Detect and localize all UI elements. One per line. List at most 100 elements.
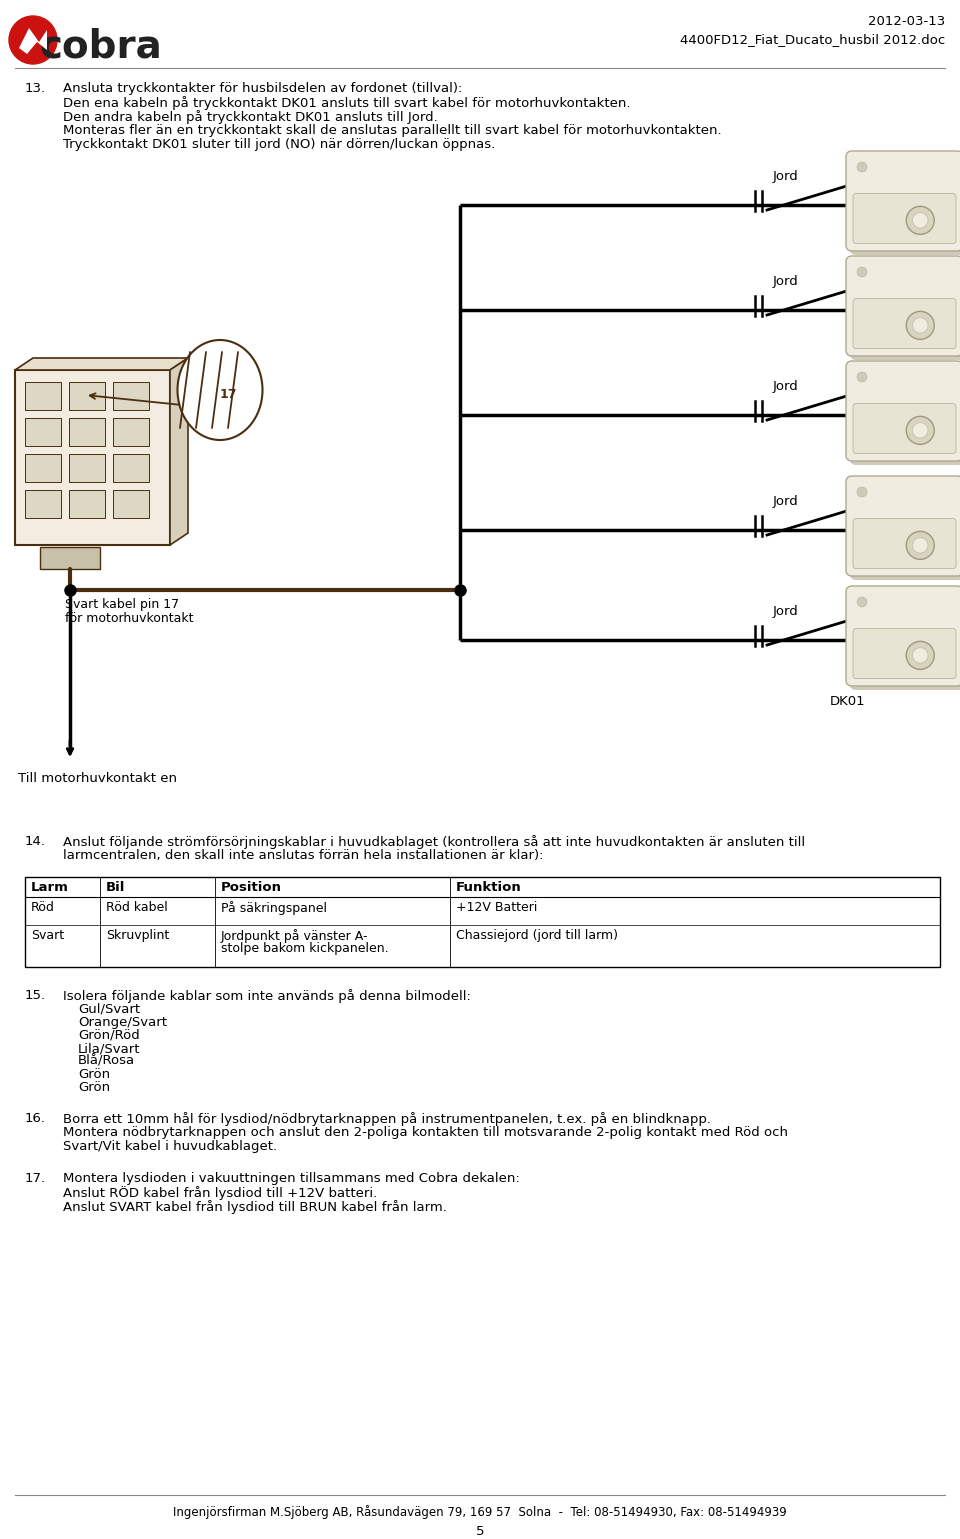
Text: 17: 17 bbox=[219, 388, 237, 402]
FancyBboxPatch shape bbox=[40, 546, 100, 569]
Text: Svart/Vit kabel i huvudkablaget.: Svart/Vit kabel i huvudkablaget. bbox=[63, 1140, 277, 1153]
FancyBboxPatch shape bbox=[846, 151, 960, 251]
FancyBboxPatch shape bbox=[113, 454, 149, 482]
Circle shape bbox=[913, 537, 928, 553]
Text: Orange/Svart: Orange/Svart bbox=[78, 1016, 167, 1030]
Circle shape bbox=[906, 417, 934, 445]
Text: 2012-03-13: 2012-03-13 bbox=[868, 15, 945, 28]
FancyBboxPatch shape bbox=[846, 255, 960, 356]
Ellipse shape bbox=[178, 340, 262, 440]
FancyBboxPatch shape bbox=[113, 489, 149, 519]
Circle shape bbox=[906, 206, 934, 234]
Circle shape bbox=[857, 372, 867, 382]
Text: Montera lysdioden i vakuuttningen tillsammans med Cobra dekalen:: Montera lysdioden i vakuuttningen tillsa… bbox=[63, 1173, 519, 1185]
Text: Jord: Jord bbox=[773, 605, 799, 619]
Circle shape bbox=[913, 423, 928, 439]
Text: DK01: DK01 bbox=[830, 696, 866, 708]
Circle shape bbox=[913, 648, 928, 663]
Text: 13.: 13. bbox=[25, 82, 46, 95]
Text: Skruvplint: Skruvplint bbox=[106, 930, 169, 942]
Text: Till motorhuvkontakt en: Till motorhuvkontakt en bbox=[18, 773, 177, 785]
Polygon shape bbox=[15, 359, 188, 369]
FancyBboxPatch shape bbox=[25, 382, 61, 409]
Text: för motorhuvkontakt: för motorhuvkontakt bbox=[65, 613, 194, 625]
Text: 16.: 16. bbox=[25, 1113, 46, 1125]
Text: Jordpunkt på vänster A-: Jordpunkt på vänster A- bbox=[221, 930, 369, 943]
Circle shape bbox=[857, 266, 867, 277]
Text: Svart: Svart bbox=[31, 930, 64, 942]
Text: Anslut RÖD kabel från lysdiod till +12V batteri.: Anslut RÖD kabel från lysdiod till +12V … bbox=[63, 1187, 377, 1200]
FancyBboxPatch shape bbox=[846, 586, 960, 686]
Bar bbox=[25, 877, 940, 966]
FancyBboxPatch shape bbox=[113, 419, 149, 446]
Text: Den ena kabeln på tryckkontakt DK01 ansluts till svart kabel för motorhuvkontakt: Den ena kabeln på tryckkontakt DK01 ansl… bbox=[63, 95, 631, 109]
FancyBboxPatch shape bbox=[25, 419, 61, 446]
FancyBboxPatch shape bbox=[113, 382, 149, 409]
FancyBboxPatch shape bbox=[850, 480, 960, 580]
Circle shape bbox=[906, 311, 934, 340]
Text: Jord: Jord bbox=[773, 275, 799, 288]
Text: Ansluta tryckkontakter för husbilsdelen av fordonet (tillval):: Ansluta tryckkontakter för husbilsdelen … bbox=[63, 82, 463, 95]
Text: Isolera följande kablar som inte används på denna bilmodell:: Isolera följande kablar som inte används… bbox=[63, 990, 470, 1003]
Text: larmcentralen, den skall inte anslutas förrän hela installationen är klar):: larmcentralen, den skall inte anslutas f… bbox=[63, 850, 543, 862]
FancyBboxPatch shape bbox=[850, 260, 960, 360]
Text: Anslut SVART kabel från lysdiod till BRUN kabel från larm.: Anslut SVART kabel från lysdiod till BRU… bbox=[63, 1200, 446, 1214]
Text: Blå/Rosa: Blå/Rosa bbox=[78, 1056, 135, 1068]
Circle shape bbox=[906, 531, 934, 559]
Circle shape bbox=[857, 486, 867, 497]
Text: På säkringspanel: På säkringspanel bbox=[221, 900, 327, 916]
Text: 5: 5 bbox=[476, 1525, 484, 1537]
Text: 14.: 14. bbox=[25, 836, 46, 848]
Text: Lila/Svart: Lila/Svart bbox=[78, 1042, 140, 1056]
Text: 15.: 15. bbox=[25, 990, 46, 1002]
FancyBboxPatch shape bbox=[853, 628, 956, 679]
Text: Monteras fler än en tryckkontakt skall de anslutas parallellt till svart kabel f: Monteras fler än en tryckkontakt skall d… bbox=[63, 125, 722, 137]
FancyBboxPatch shape bbox=[850, 155, 960, 255]
Text: Bil: Bil bbox=[106, 880, 126, 894]
Polygon shape bbox=[19, 28, 47, 54]
Text: Gul/Svart: Gul/Svart bbox=[78, 1003, 140, 1016]
Text: Jord: Jord bbox=[773, 169, 799, 183]
Text: cobra: cobra bbox=[39, 28, 162, 65]
Text: Ingenjörsfirman M.Sjöberg AB, Råsundavägen 79, 169 57  Solna  -  Tel: 08-5149493: Ingenjörsfirman M.Sjöberg AB, Råsundaväg… bbox=[173, 1505, 787, 1519]
FancyBboxPatch shape bbox=[846, 476, 960, 576]
Circle shape bbox=[906, 642, 934, 669]
Polygon shape bbox=[170, 359, 188, 545]
FancyBboxPatch shape bbox=[850, 365, 960, 465]
Text: +12V Batteri: +12V Batteri bbox=[456, 900, 538, 914]
FancyBboxPatch shape bbox=[69, 382, 105, 409]
Text: Larm: Larm bbox=[31, 880, 69, 894]
FancyBboxPatch shape bbox=[25, 489, 61, 519]
FancyBboxPatch shape bbox=[15, 369, 170, 545]
Text: Grön: Grön bbox=[78, 1080, 110, 1094]
Text: Anslut följande strömförsörjningskablar i huvudkablaget (kontrollera så att inte: Anslut följande strömförsörjningskablar … bbox=[63, 836, 805, 850]
FancyBboxPatch shape bbox=[846, 362, 960, 462]
Circle shape bbox=[9, 15, 57, 65]
Text: 17.: 17. bbox=[25, 1173, 46, 1185]
FancyBboxPatch shape bbox=[69, 419, 105, 446]
Text: Röd kabel: Röd kabel bbox=[106, 900, 168, 914]
Text: Grön/Röd: Grön/Röd bbox=[78, 1030, 140, 1042]
FancyBboxPatch shape bbox=[853, 519, 956, 568]
Circle shape bbox=[913, 317, 928, 332]
Circle shape bbox=[857, 162, 867, 172]
FancyBboxPatch shape bbox=[69, 454, 105, 482]
Text: Grön: Grön bbox=[78, 1068, 110, 1080]
Circle shape bbox=[913, 212, 928, 228]
FancyBboxPatch shape bbox=[853, 403, 956, 454]
Text: Svart kabel pin 17: Svart kabel pin 17 bbox=[65, 599, 180, 611]
Text: Borra ett 10mm hål för lysdiod/nödbrytarknappen på instrumentpanelen, t.ex. på e: Borra ett 10mm hål för lysdiod/nödbrytar… bbox=[63, 1113, 711, 1127]
FancyBboxPatch shape bbox=[25, 454, 61, 482]
FancyBboxPatch shape bbox=[850, 589, 960, 689]
Text: Chassiejord (jord till larm): Chassiejord (jord till larm) bbox=[456, 930, 618, 942]
Text: Röd: Röd bbox=[31, 900, 55, 914]
Text: Jord: Jord bbox=[773, 380, 799, 392]
FancyBboxPatch shape bbox=[853, 299, 956, 349]
FancyBboxPatch shape bbox=[853, 194, 956, 243]
Text: Tryckkontakt DK01 sluter till jord (NO) när dörren/luckan öppnas.: Tryckkontakt DK01 sluter till jord (NO) … bbox=[63, 139, 495, 151]
FancyBboxPatch shape bbox=[69, 489, 105, 519]
Text: stolpe bakom kickpanelen.: stolpe bakom kickpanelen. bbox=[221, 942, 389, 956]
Text: 4400FD12_Fiat_Ducato_husbil 2012.doc: 4400FD12_Fiat_Ducato_husbil 2012.doc bbox=[680, 32, 945, 46]
Text: Jord: Jord bbox=[773, 496, 799, 508]
Circle shape bbox=[857, 597, 867, 606]
